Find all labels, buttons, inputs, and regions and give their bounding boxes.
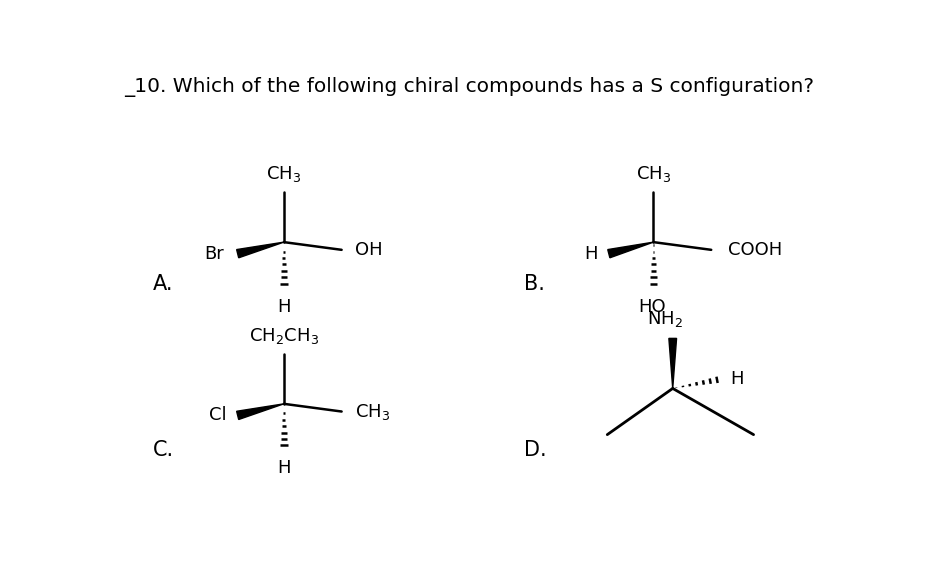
Text: H: H [277, 297, 290, 316]
Polygon shape [236, 404, 284, 420]
Text: B.: B. [524, 274, 544, 294]
Text: H: H [584, 245, 597, 263]
Text: D.: D. [524, 440, 546, 460]
Text: Cl: Cl [210, 406, 226, 424]
Text: HO: HO [638, 297, 665, 316]
Text: $\mathregular{NH_2}$: $\mathregular{NH_2}$ [646, 309, 682, 329]
Text: $\mathregular{CH_3}$: $\mathregular{CH_3}$ [355, 402, 390, 421]
Text: H: H [277, 459, 290, 477]
Text: C.: C. [153, 440, 174, 460]
Text: Br: Br [204, 245, 223, 263]
Polygon shape [607, 242, 653, 258]
Text: $\mathregular{CH_2CH_3}$: $\mathregular{CH_2CH_3}$ [248, 326, 319, 346]
Text: H: H [730, 370, 743, 388]
Text: _10. Which of the following chiral compounds has a S configuration?: _10. Which of the following chiral compo… [124, 76, 814, 96]
Text: $\mathregular{CH_3}$: $\mathregular{CH_3}$ [266, 164, 301, 184]
Text: COOH: COOH [728, 241, 781, 259]
Text: OH: OH [355, 241, 383, 259]
Polygon shape [236, 242, 284, 258]
Text: $\mathregular{CH_3}$: $\mathregular{CH_3}$ [635, 164, 670, 184]
Polygon shape [668, 339, 676, 389]
Text: A.: A. [153, 274, 173, 294]
